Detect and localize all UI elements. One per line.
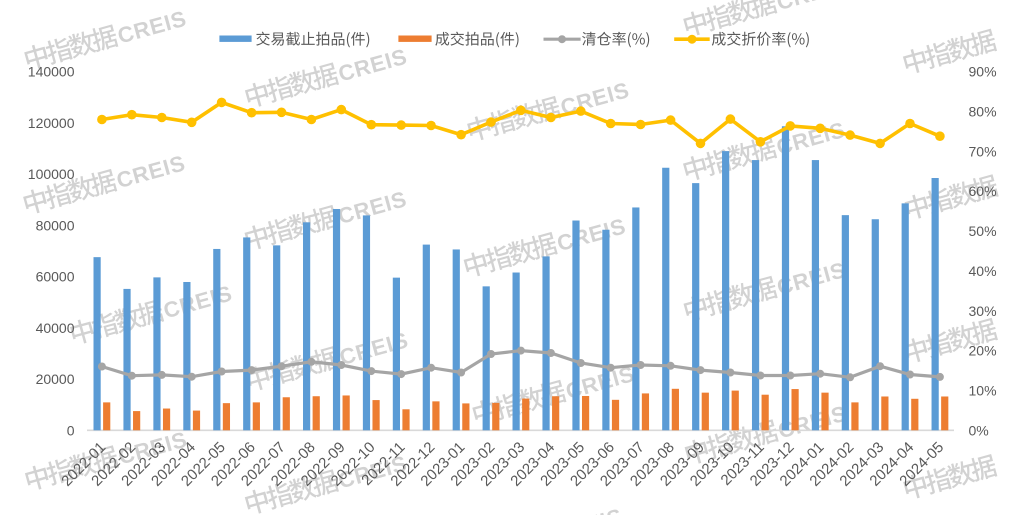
svg-text:60%: 60% (969, 183, 997, 199)
svg-text:60000: 60000 (36, 269, 75, 285)
svg-text:40%: 40% (969, 263, 997, 279)
svg-text:0: 0 (67, 422, 75, 438)
svg-text:120000: 120000 (28, 115, 75, 131)
svg-text:140000: 140000 (28, 64, 75, 80)
svg-text:80000: 80000 (36, 217, 75, 233)
svg-text:100000: 100000 (28, 166, 75, 182)
svg-text:80%: 80% (969, 104, 997, 120)
svg-text:70%: 70% (969, 143, 997, 159)
svg-text:20000: 20000 (36, 371, 75, 387)
svg-text:20%: 20% (969, 343, 997, 359)
svg-text:10%: 10% (969, 383, 997, 399)
svg-text:30%: 30% (969, 303, 997, 319)
svg-text:50%: 50% (969, 223, 997, 239)
svg-text:40000: 40000 (36, 320, 75, 336)
svg-text:90%: 90% (969, 64, 997, 80)
svg-text:0%: 0% (969, 422, 989, 438)
